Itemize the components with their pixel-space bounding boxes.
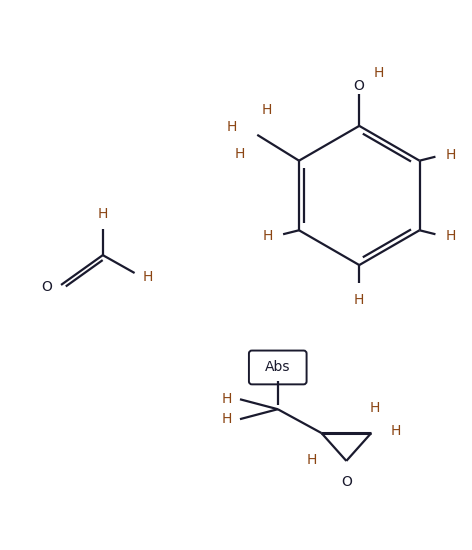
Text: H: H <box>262 103 272 117</box>
Text: H: H <box>373 66 384 80</box>
Text: H: H <box>263 229 273 243</box>
Text: H: H <box>222 412 232 426</box>
Text: H: H <box>306 453 317 467</box>
Text: H: H <box>370 401 380 415</box>
Text: H: H <box>446 148 456 162</box>
Text: H: H <box>227 120 237 134</box>
Text: H: H <box>446 229 456 243</box>
Text: H: H <box>98 207 108 221</box>
Text: H: H <box>143 270 153 284</box>
Text: O: O <box>353 79 364 93</box>
Text: H: H <box>222 392 232 406</box>
FancyBboxPatch shape <box>249 350 307 384</box>
Text: H: H <box>235 147 245 161</box>
Text: O: O <box>341 475 352 489</box>
Text: H: H <box>391 424 402 438</box>
Text: Abs: Abs <box>265 360 290 375</box>
Text: H: H <box>354 293 364 307</box>
Text: O: O <box>41 280 52 294</box>
